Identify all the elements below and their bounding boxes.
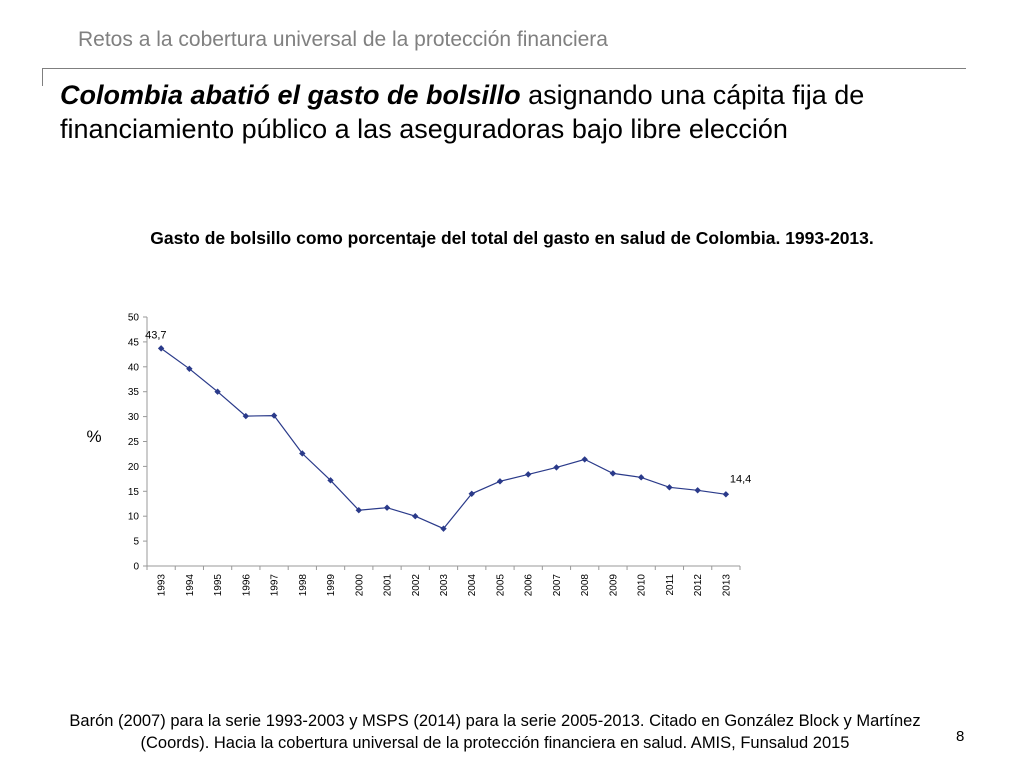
x-tick-label: 2010 bbox=[637, 574, 648, 597]
y-tick-label: 30 bbox=[128, 412, 140, 423]
data-point bbox=[581, 456, 588, 463]
data-point bbox=[157, 345, 165, 352]
x-tick-label: 2011 bbox=[665, 574, 676, 596]
data-label: 14,4 bbox=[730, 473, 751, 485]
x-tick-label: 2013 bbox=[721, 574, 732, 597]
data-point bbox=[412, 513, 419, 520]
x-tick-label: 2002 bbox=[411, 574, 422, 597]
slide-heading-emphasis: Colombia abatió el gasto de bolsillo bbox=[60, 80, 521, 110]
data-point bbox=[242, 412, 250, 420]
y-tick-label: 35 bbox=[128, 387, 140, 398]
data-point bbox=[468, 490, 475, 497]
y-tick-label: 40 bbox=[128, 362, 140, 373]
data-point bbox=[440, 525, 447, 532]
data-point bbox=[525, 471, 532, 478]
x-tick-label: 2001 bbox=[383, 574, 394, 597]
data-point bbox=[496, 478, 504, 485]
data-point bbox=[722, 491, 730, 498]
y-axis-ticks: 0 5 10 15 20 25 30 35 40 45 50 bbox=[128, 313, 147, 573]
header-divider-tick bbox=[42, 68, 43, 86]
data-labels: 43,7 14,4 bbox=[145, 329, 751, 485]
data-point bbox=[327, 477, 334, 484]
x-tick-label: 1997 bbox=[270, 574, 281, 597]
series-markers bbox=[157, 345, 730, 532]
header-divider bbox=[42, 68, 966, 69]
x-tick-label: 2009 bbox=[608, 574, 619, 597]
header-title: Retos a la cobertura universal de la pro… bbox=[78, 28, 608, 51]
data-point bbox=[609, 470, 617, 477]
series-line bbox=[160, 347, 726, 530]
data-point bbox=[299, 450, 306, 457]
x-tick-label: 2008 bbox=[580, 574, 591, 597]
x-tick-label: 2000 bbox=[354, 574, 365, 597]
data-point bbox=[553, 464, 560, 471]
data-label: 43,7 bbox=[145, 329, 166, 341]
data-point bbox=[383, 504, 391, 511]
x-tick-label: 2004 bbox=[467, 574, 478, 597]
data-point bbox=[186, 365, 193, 372]
x-tick-label: 2006 bbox=[524, 574, 535, 597]
page-number: 8 bbox=[956, 728, 965, 745]
x-tick-label: 2007 bbox=[552, 574, 563, 597]
data-point bbox=[270, 412, 278, 419]
x-axis-ticks: 1993 1994 1995 1996 1997 1998 1999 2000 2001 2002… bbox=[146, 566, 741, 597]
x-tick-label: 1994 bbox=[185, 574, 196, 597]
data-point bbox=[355, 507, 362, 514]
y-tick-label: 25 bbox=[128, 437, 140, 448]
y-tick-label: 5 bbox=[133, 537, 139, 548]
y-tick-label: 20 bbox=[128, 462, 140, 473]
data-point bbox=[214, 388, 221, 395]
data-point bbox=[637, 474, 645, 481]
x-tick-label: 1998 bbox=[298, 574, 309, 597]
chart-title: Gasto de bolsillo como porcentaje del to… bbox=[150, 228, 874, 248]
data-point bbox=[694, 487, 701, 494]
x-tick-label: 2005 bbox=[495, 574, 506, 597]
data-point bbox=[666, 484, 673, 491]
footer-source-note: Barón (2007) para la serie 1993-2003 y M… bbox=[69, 712, 921, 752]
x-tick-label: 1995 bbox=[213, 574, 224, 597]
y-tick-label: 50 bbox=[128, 313, 140, 324]
y-tick-label: 0 bbox=[133, 562, 139, 573]
slide-heading: Colombia abatió el gasto de bolsillo asi… bbox=[60, 78, 960, 146]
x-tick-label: 1999 bbox=[326, 574, 337, 597]
y-tick-label: 10 bbox=[128, 512, 140, 523]
y-tick-label: 15 bbox=[128, 487, 140, 498]
y-tick-label: 45 bbox=[128, 337, 140, 348]
x-tick-label: 2003 bbox=[439, 574, 450, 597]
y-axis-label: % bbox=[86, 427, 101, 446]
x-tick-label: 2012 bbox=[693, 574, 704, 597]
x-tick-label: 1993 bbox=[157, 574, 168, 597]
x-tick-label: 1996 bbox=[241, 574, 252, 597]
slide-heading-rest: asignando una cápita fija de financiamie… bbox=[60, 80, 865, 144]
